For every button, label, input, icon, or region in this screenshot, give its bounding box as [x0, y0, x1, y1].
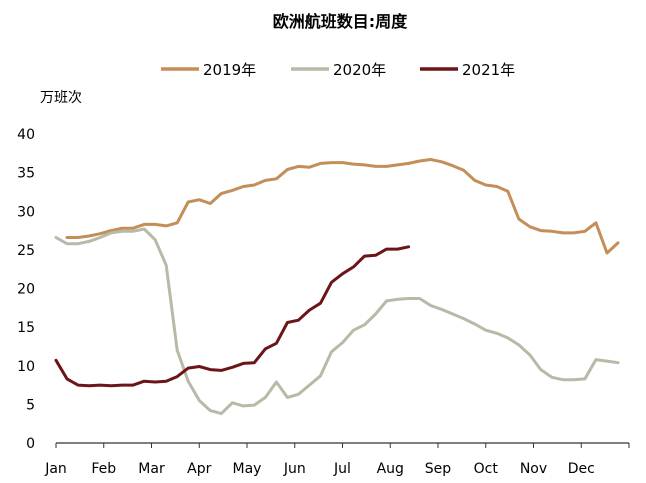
series-layer: [54, 158, 620, 416]
y-axis: 0 5 10 15 20 25 30 35 40: [17, 127, 35, 452]
legend-label-3: 2021年: [462, 61, 515, 79]
x-tick-label: May: [233, 461, 262, 477]
y-tick-label: 15: [17, 320, 35, 336]
y-tick-label: 20: [17, 282, 35, 298]
x-tick-label: Apr: [187, 461, 211, 477]
x-axis: Jan Feb Mar Apr May Jun Jul Aug Sep Oct Nov Dec: [44, 442, 630, 477]
x-tick-label: Aug: [377, 461, 404, 477]
y-tick-label: 25: [17, 243, 35, 259]
x-tick-label: Sep: [425, 461, 452, 477]
y-tick-label: 10: [17, 359, 35, 375]
y-axis-unit-label: 万班次: [40, 90, 82, 106]
y-tick-label: 35: [17, 166, 35, 182]
x-tick-label: Jan: [44, 461, 67, 477]
series-line-1: [65, 158, 620, 255]
x-tick-label: Mar: [138, 461, 165, 477]
series-line-2: [54, 227, 620, 416]
legend: 2019年 2020年 2021年: [161, 61, 515, 79]
y-tick-label: 40: [17, 127, 35, 143]
series-line-3: [54, 245, 411, 388]
chart-title: 欧洲航班数目:周度: [273, 12, 408, 31]
x-tick-label: Jun: [283, 461, 306, 477]
x-tick-label: Feb: [91, 461, 116, 477]
y-tick-label: 5: [26, 397, 35, 413]
x-tick-label: Nov: [520, 461, 547, 477]
y-tick-label: 30: [17, 204, 35, 220]
legend-label-2: 2020年: [333, 61, 386, 79]
x-tick-label: Jul: [333, 461, 351, 477]
x-tick-label: Oct: [474, 461, 499, 477]
x-tick-label: Dec: [568, 461, 595, 477]
y-tick-label: 0: [26, 436, 35, 452]
legend-label-1: 2019年: [203, 61, 256, 79]
